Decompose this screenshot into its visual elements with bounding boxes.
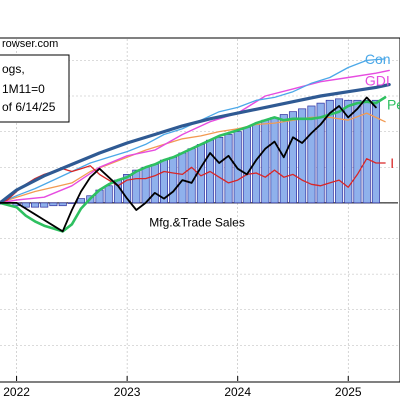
bar-mark xyxy=(353,99,362,204)
bar-mark xyxy=(40,202,49,208)
annotation-box: ogs, 1M11=0 of 6/14/25 xyxy=(0,54,70,123)
bar-mark xyxy=(132,169,141,204)
bar-mark xyxy=(371,99,380,204)
bar-mark xyxy=(31,202,40,208)
bar-mark xyxy=(316,102,325,204)
bar-mark xyxy=(77,198,86,204)
x-tick-label: 2025 xyxy=(335,385,362,399)
bar-mark xyxy=(335,98,344,204)
x-tick-label: 2023 xyxy=(114,385,141,399)
bar-mark xyxy=(58,202,67,207)
x-tick-label: 2022 xyxy=(3,385,30,399)
bar-mark xyxy=(215,136,224,204)
bar-mark xyxy=(224,134,233,204)
series-label: Mfg.&Trade Sales xyxy=(149,215,245,229)
bar-mark xyxy=(261,119,270,204)
series-line-mfg-trade-sales xyxy=(0,96,377,233)
series-label: GDI xyxy=(365,72,390,88)
label-layer: Con GDI Pe I Mfg.&Trade Sales xyxy=(149,51,400,229)
bar-mark xyxy=(169,156,178,204)
series-line-gdp xyxy=(0,69,390,204)
x-tick-label: 2024 xyxy=(224,385,251,399)
annotation-box-frame xyxy=(0,54,70,123)
bar-mark xyxy=(141,166,150,204)
source-text: rowser.com xyxy=(2,38,58,50)
annotation-line-2: 1M11=0 xyxy=(2,82,45,96)
bar-mark xyxy=(270,117,279,204)
bar-mark xyxy=(298,108,307,204)
bar-mark xyxy=(123,174,132,204)
series-label: I xyxy=(390,155,394,171)
bar-mark xyxy=(49,202,58,207)
series-line-conf-board-coincident xyxy=(0,82,391,205)
series-label: Con xyxy=(365,51,391,67)
bar-mark xyxy=(288,111,297,204)
bar-mark xyxy=(178,152,187,204)
bar-mark xyxy=(187,148,196,204)
bar-mark xyxy=(362,99,371,204)
series-label: Pe xyxy=(387,97,400,113)
series-line-personal-consumption xyxy=(0,96,387,233)
bar-mark xyxy=(279,114,288,204)
bar-mark xyxy=(307,105,316,204)
annotation-line-1: ogs, xyxy=(2,62,25,76)
line-layer xyxy=(0,58,391,233)
tick-layer: 2022 2023 2024 2025 xyxy=(3,376,362,399)
bar-mark xyxy=(21,202,30,208)
bar-mark xyxy=(242,126,251,204)
annotation-line-3: of 6/14/25 xyxy=(2,100,56,114)
bar-mark xyxy=(344,99,353,204)
bar-mark xyxy=(150,164,159,204)
bar-mark xyxy=(325,99,334,204)
bar-mark xyxy=(104,185,113,204)
